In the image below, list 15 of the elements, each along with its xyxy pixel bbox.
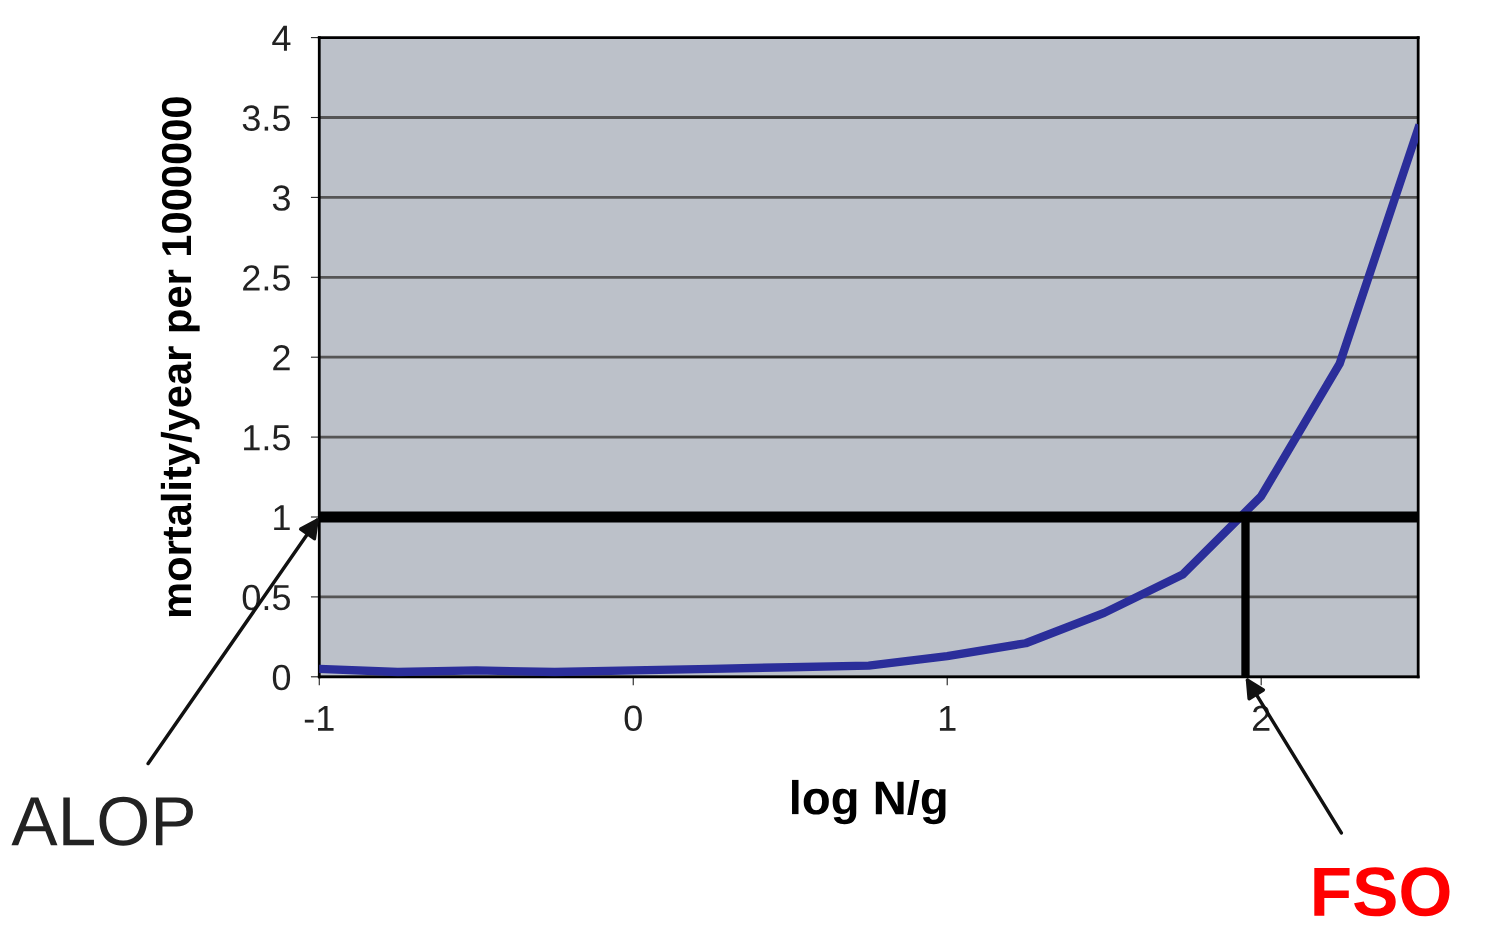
y-tick-label: 1.5 — [244, 425, 290, 451]
x-tick-label: 0 — [624, 705, 642, 732]
x-axis-title: log N/g — [792, 779, 946, 825]
y-tick-label: 1 — [274, 505, 290, 531]
y-axis-title: mortality/year per 1000000 — [160, 97, 200, 617]
x-tick-label: 1 — [939, 705, 956, 731]
y-tick-label: 2 — [273, 345, 290, 371]
x-tick-label: -1 — [304, 705, 334, 731]
y-tick-label: 2.5 — [243, 265, 290, 291]
y-tick-label: 4 — [272, 25, 291, 51]
annotation: ALOP — [11, 796, 193, 846]
y-tick-label: 3.5 — [242, 105, 290, 131]
y-tick-label: 0 — [272, 664, 291, 691]
y-tick-label: 3 — [272, 185, 290, 211]
annotation: FSO — [1314, 867, 1450, 917]
